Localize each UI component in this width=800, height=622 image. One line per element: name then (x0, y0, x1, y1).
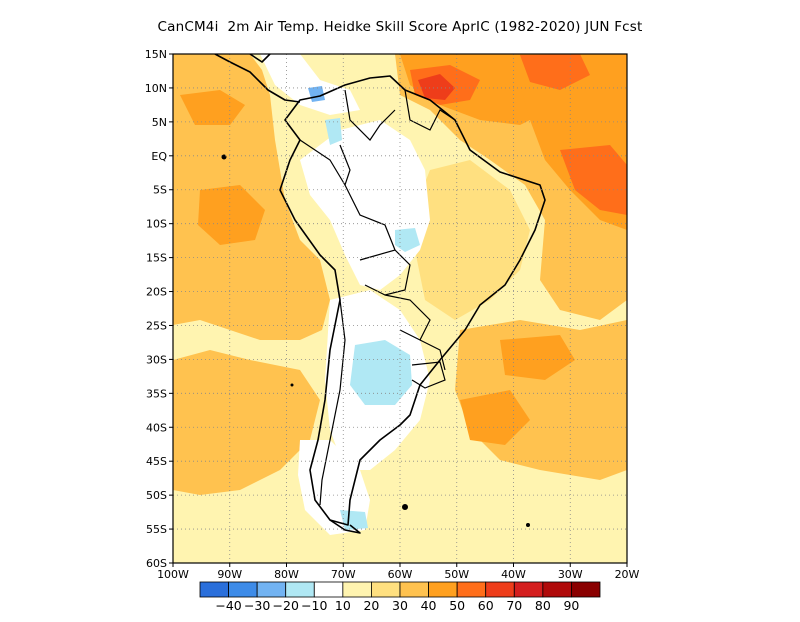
lat-tick-label: 30S (146, 353, 167, 366)
lat-tick-label: 40S (146, 421, 167, 434)
colorbar-swatch (228, 581, 258, 598)
border-guianas (404, 89, 456, 131)
field-region-blue-colombia (325, 118, 342, 145)
coastline-central-america (214, 54, 301, 103)
colorbar-swatch (542, 581, 572, 598)
colorbar-swatch (428, 581, 458, 598)
island-falklands (402, 504, 408, 510)
field-region-blue-argentina (350, 340, 412, 405)
colorbar-label: 50 (449, 598, 465, 613)
lat-tick-label: EQ (151, 150, 167, 163)
colorbar: −40 −30 −20 −10 10 20 30 40 50 60 70 80 90 (199, 581, 601, 613)
map-title: CanCM4i 2m Air Temp. Heidke Skill Score … (157, 19, 643, 35)
coastline-south-america (279, 75, 546, 526)
border-paraguay (384, 294, 431, 341)
colorbar-swatch (313, 581, 344, 598)
colorbar-swatch (485, 581, 515, 598)
lat-tick-label: 35S (146, 387, 167, 400)
field-region-white-central-america (260, 54, 360, 115)
border-argentina-brazil (419, 339, 446, 371)
colorbar-swatch (456, 581, 487, 598)
border-colombia-venezuela (344, 89, 396, 141)
lon-tick-label: 100W (157, 568, 189, 581)
colorbar-swatch (371, 581, 401, 598)
coastline-tierra-del-fuego (329, 519, 361, 534)
colorbar-label: 90 (563, 598, 579, 613)
field-region-red-atlantic-eq (560, 145, 627, 215)
colorbar-label: 60 (478, 598, 494, 613)
lat-tick-label: 50S (146, 489, 167, 502)
field-region-orange-brazil (415, 160, 530, 320)
longitude-axis: 100W 90W 80W 70W 60W 50W 40W 30W 20W (157, 563, 640, 581)
colorbar-label: 40 (421, 598, 437, 613)
island-juan-fernandez (290, 383, 294, 387)
field-region-darkred-caribbean (418, 74, 455, 100)
lat-tick-label: 45S (146, 455, 167, 468)
field-region-blue-bolivia (395, 228, 420, 252)
lat-tick-label: 60S (146, 557, 167, 570)
border-uruguay (411, 361, 446, 389)
island-galapagos (221, 154, 227, 160)
colorbar-swatch (571, 581, 601, 598)
colorbar-label: −10 (301, 598, 327, 613)
colorbar-label: −40 (215, 598, 241, 613)
lat-tick-label: 55S (146, 523, 167, 536)
lon-tick-label: 90W (217, 568, 242, 581)
border-bolivia (359, 249, 411, 296)
colorbar-label: 20 (363, 598, 379, 613)
coastlines (214, 54, 546, 534)
lat-tick-label: 5S (153, 184, 167, 197)
coastline-gulf (249, 54, 271, 63)
border-argentina-chile (319, 299, 346, 506)
lat-tick-label: 5N (152, 116, 167, 129)
lat-tick-label: 15N (145, 48, 167, 61)
colorbar-swatch (285, 581, 315, 598)
lon-tick-label: 50W (444, 568, 469, 581)
field-region-strong-atlantic-40s (460, 390, 530, 445)
field-region-orange-pacific-south (173, 350, 320, 495)
colorbar-swatch (513, 581, 544, 598)
field-region-strong-atlantic-30s (500, 335, 575, 380)
skill-field (173, 54, 627, 563)
field-region-red-atlantic (520, 54, 590, 90)
colorbar-swatch (342, 581, 372, 598)
graticule (173, 54, 627, 563)
colorbar-label: −30 (244, 598, 270, 613)
lon-tick-label: 70W (331, 568, 356, 581)
colorbar-swatch (256, 581, 287, 598)
latitude-axis: 15N 10N 5N EQ 5S 10S 15S 20S 25S 30S 35S 40S 45S 50S 5… (145, 48, 173, 570)
lat-tick-label: 15S (146, 252, 167, 265)
lon-tick-label: 80W (274, 568, 299, 581)
colorbar-label: 80 (535, 598, 551, 613)
colorbar-swatch (399, 581, 429, 598)
lon-tick-label: 60W (388, 568, 413, 581)
field-region-strong-pacific-5n (180, 90, 245, 125)
border-peru-brazil (344, 184, 396, 251)
colorbar-label: −20 (273, 598, 299, 613)
lat-tick-label: 20S (146, 286, 167, 299)
lat-tick-label: 25S (146, 319, 167, 332)
lon-tick-label: 30W (558, 568, 583, 581)
lat-tick-label: 10S (146, 218, 167, 231)
country-borders (299, 89, 456, 506)
lon-tick-label: 40W (501, 568, 526, 581)
lat-tick-label: 10N (145, 82, 167, 95)
field-region-white-amazon (300, 120, 430, 290)
field-region-strong-pacific-10s (198, 185, 265, 245)
lon-tick-label: 20W (615, 568, 640, 581)
colorbar-label: 70 (506, 598, 522, 613)
island-south-georgia (526, 523, 530, 527)
colorbar-label: 30 (392, 598, 408, 613)
colorbar-label: 10 (335, 598, 351, 613)
colorbar-swatch (199, 581, 229, 598)
